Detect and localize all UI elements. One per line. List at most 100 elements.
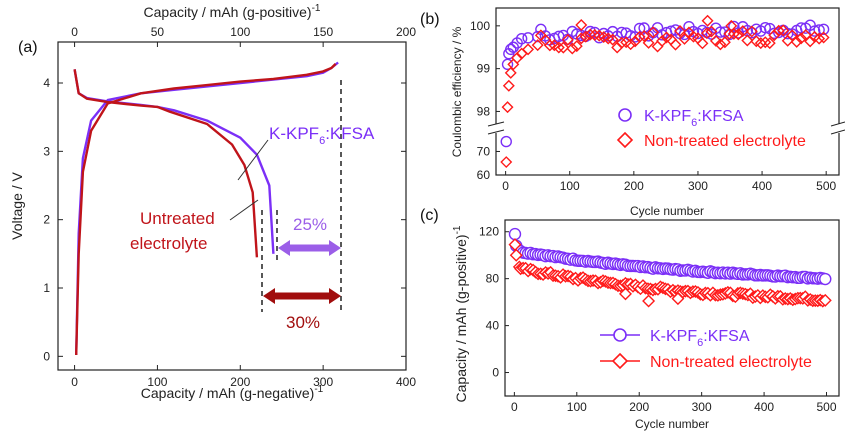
b-point-nontreated xyxy=(674,25,686,38)
b-point-nontreated xyxy=(772,24,785,37)
a-x2tick-label: 50 xyxy=(151,25,165,39)
b-point-nontreated-outlier xyxy=(725,19,738,32)
arrow-25-head-right xyxy=(329,240,341,256)
axis-break-mark-right-upper xyxy=(830,121,845,127)
b-point-nontreated xyxy=(768,29,781,42)
panel-c-axes: 0 100 200 300 400 500 0 40 80 120 xyxy=(479,225,837,414)
b-point-nontreated xyxy=(633,30,646,43)
b-point-nontreated xyxy=(736,25,749,38)
b-point-nontreated xyxy=(714,38,727,51)
axis-break-gap xyxy=(488,124,504,133)
b-point-kkpf xyxy=(505,43,517,56)
untreated-leader-line xyxy=(229,199,259,221)
annotation-30: 30% xyxy=(286,313,320,332)
c-xtick-label: 100 xyxy=(567,400,587,414)
axis-break-mark-lower xyxy=(487,129,505,135)
c-xtick-label: 400 xyxy=(754,400,774,414)
a-x2tick-label: 0 xyxy=(71,25,78,39)
b-point-nontreated xyxy=(531,39,544,52)
c-point-nontreated-outlier xyxy=(619,287,632,301)
b-xtick-label: 200 xyxy=(624,179,644,193)
legend-c-diamond-marker xyxy=(611,352,629,370)
b-point-nontreated xyxy=(795,32,808,45)
b-point-nontreated xyxy=(790,35,803,48)
b-point-nontreated xyxy=(543,39,556,52)
c-point-nontreated xyxy=(509,248,523,262)
c-xtick-label: 0 xyxy=(511,400,518,414)
b-point-nontreated xyxy=(696,37,709,50)
b-point-nontreated xyxy=(718,36,731,49)
b-point-nontreated xyxy=(507,58,520,71)
panel-b-legend: K-KPF6:KFSA Non-treated electrolyte xyxy=(616,108,806,150)
b-point-nontreated xyxy=(561,33,574,46)
b-point-nontreated xyxy=(502,79,515,92)
a-xtick-label: 200 xyxy=(230,375,250,389)
c-ytick-label: 0 xyxy=(492,366,499,380)
b-point-nontreated xyxy=(638,29,651,42)
b-point-nontreated xyxy=(615,36,628,49)
c-point-nontreated xyxy=(818,293,832,307)
panel-a-x2label: Capacity / mAh (g-positive)-1 xyxy=(144,3,321,20)
legend-b-diamond-marker xyxy=(616,131,634,149)
kkpf-leader-line xyxy=(237,139,269,181)
panel-c-xlabel: Cycle number xyxy=(635,417,709,431)
b-point-nontreated xyxy=(700,27,713,40)
b-point-nontreated xyxy=(566,42,579,55)
a-ytick-label: 4 xyxy=(43,76,50,90)
panel-b-frame xyxy=(495,7,840,176)
b-point-nontreated xyxy=(624,38,637,51)
c-point-nontreated-outlier xyxy=(642,294,656,308)
b-point-kkpf xyxy=(531,30,544,43)
b-xtick-label: 500 xyxy=(816,179,836,193)
b-point-nontreated xyxy=(759,36,772,49)
untreated-label-line2: electrolyte xyxy=(130,234,207,253)
c-point-kkpf xyxy=(508,227,522,241)
panel-a-frame xyxy=(57,41,407,371)
panel-b-ylabel: Coulombic efficiency / % xyxy=(450,26,464,157)
b-point-nontreated xyxy=(500,156,513,169)
legend-b-circle-marker xyxy=(618,108,632,122)
b-point-kkpf xyxy=(515,32,528,45)
b-point-nontreated xyxy=(727,27,740,40)
panel-c-points xyxy=(508,227,832,308)
b-point-nontreated xyxy=(777,24,790,37)
b-point-nontreated xyxy=(606,33,619,46)
c-ytick-label: 40 xyxy=(486,319,500,333)
c-point-kkpf xyxy=(819,272,832,286)
b-point-nontreated xyxy=(705,25,718,38)
panel-b-xlabel: Cycle number xyxy=(630,204,704,218)
a-xtick-label: 100 xyxy=(147,375,167,389)
b-point-kkpf xyxy=(633,22,646,35)
b-point-nontreated xyxy=(575,32,588,45)
axis-break-gap-right xyxy=(831,124,845,133)
panel-a-axes: 0 100 200 300 400 0 50 100 150 200 0 1 2 3 4 xyxy=(43,25,416,389)
panel-c-legend: K-KPF6:KFSA Non-treated electrolyte xyxy=(600,328,812,371)
panel-a-ylabel: Voltage / V xyxy=(9,171,25,239)
untreated-label-line1: Untreated xyxy=(140,209,215,228)
b-point-nontreated xyxy=(629,35,642,48)
arrow-30 xyxy=(263,288,341,304)
a-x2tick-label: 100 xyxy=(230,25,250,39)
b-ytick-label: 98 xyxy=(477,104,491,118)
panel-c-ylabel: Capacity / mAh (g-positive)-1 xyxy=(452,225,469,402)
b-point-nontreated-outlier xyxy=(701,14,714,27)
arrow-25-head-left xyxy=(278,240,290,256)
b-point-nontreated xyxy=(804,35,817,48)
kkpf-label: K-KPF6:KFSA xyxy=(269,124,375,147)
legend-b-kkpf: K-KPF6:KFSA xyxy=(644,108,744,129)
b-point-nontreated xyxy=(669,38,682,51)
b-point-kkpf xyxy=(500,135,512,148)
c-xtick-label: 500 xyxy=(816,400,836,414)
panel-b-label: (b) xyxy=(420,11,440,28)
b-point-nontreated xyxy=(647,26,660,39)
arrow-30-head-left xyxy=(263,288,275,304)
arrow-25 xyxy=(278,240,341,256)
legend-c-kkpf: K-KPF6:KFSA xyxy=(650,328,750,349)
a-curve-untreated-discharge xyxy=(73,69,259,258)
b-point-nontreated xyxy=(813,32,826,45)
b-point-nontreated xyxy=(817,31,830,44)
panel-a: (a) 0 100 200 300 400 0 50 100 150 200 0 1 2 3 4 25% 3… xyxy=(9,3,416,401)
a-curve-kkpf-charge xyxy=(75,61,339,356)
b-point-nontreated xyxy=(557,41,570,54)
